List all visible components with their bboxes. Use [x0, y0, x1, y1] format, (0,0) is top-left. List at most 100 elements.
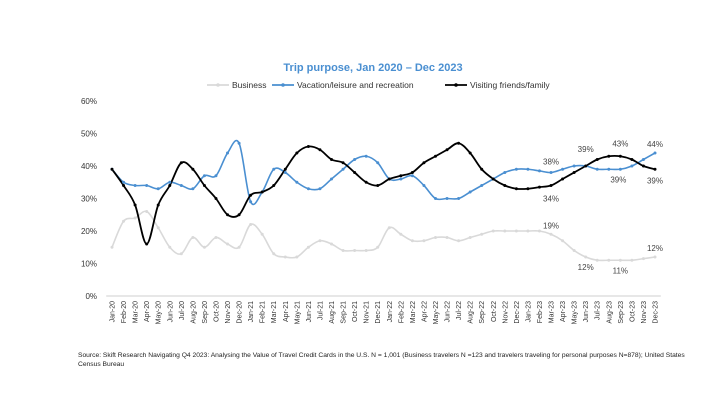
- data-point-vacation-leisure: [595, 167, 599, 171]
- data-point-business: [214, 236, 218, 239]
- data-label-business: 12%: [578, 263, 594, 272]
- data-point-visiting-friends-family: [330, 158, 334, 161]
- legend-marker-business: [216, 83, 220, 87]
- data-point-business: [572, 249, 576, 252]
- data-point-visiting-friends-family: [595, 158, 599, 161]
- data-point-vacation-leisure: [179, 184, 183, 187]
- data-point-business: [549, 232, 553, 236]
- data-label-vacation-leisure: 39%: [610, 175, 626, 184]
- data-label-business: 12%: [647, 244, 663, 253]
- data-point-business: [376, 245, 380, 249]
- data-point-vacation-leisure: [191, 187, 195, 191]
- x-tick-label: May-23: [572, 301, 579, 324]
- data-point-vacation-leisure: [330, 177, 334, 181]
- data-point-vacation-leisure: [283, 171, 287, 174]
- data-point-vacation-leisure: [422, 184, 426, 187]
- x-tick-label: Mar-21: [271, 301, 278, 323]
- data-point-vacation-leisure: [202, 174, 206, 178]
- data-label-vacation-leisure: 44%: [647, 140, 663, 149]
- data-point-vacation-leisure: [168, 180, 172, 184]
- data-point-vacation-leisure: [364, 154, 368, 158]
- data-point-visiting-friends-family: [214, 197, 218, 200]
- data-point-business: [445, 236, 449, 239]
- legend-marker-visiting-friends-family: [454, 83, 458, 87]
- source-note: Source: Skift Research Navigating Q4 202…: [78, 352, 685, 368]
- data-point-visiting-friends-family: [468, 151, 472, 155]
- x-tick-label: Oct-20: [213, 301, 220, 322]
- data-point-visiting-friends-family: [226, 213, 230, 217]
- data-point-visiting-friends-family: [283, 167, 287, 171]
- data-point-business: [410, 239, 414, 243]
- data-point-business: [318, 239, 322, 243]
- data-point-visiting-friends-family: [422, 161, 426, 165]
- data-point-vacation-leisure: [433, 197, 437, 200]
- data-point-visiting-friends-family: [503, 184, 507, 187]
- data-point-business: [595, 258, 599, 262]
- x-tick-label: Jul-20: [179, 301, 186, 320]
- x-tick-label: Feb-22: [398, 301, 405, 323]
- data-point-business: [272, 252, 276, 256]
- y-tick-label: 20%: [81, 227, 97, 236]
- data-point-visiting-friends-family: [584, 164, 588, 168]
- x-tick-label: Nov-20: [225, 301, 232, 324]
- x-tick-label: Apr-20: [144, 301, 151, 322]
- data-point-visiting-friends-family: [306, 145, 310, 148]
- data-point-vacation-leisure: [376, 161, 380, 165]
- data-point-vacation-leisure: [122, 180, 126, 184]
- x-tick-label: Jan-22: [387, 301, 394, 323]
- x-axis-ticks: Jan-20 Feb-20 Mar-20 Apr-20 May-20 Jun-20 Jul-…: [110, 301, 660, 324]
- series-line-visiting-friends-family: [111, 142, 656, 245]
- x-tick-label: Jan-21: [248, 301, 255, 323]
- data-point-business: [110, 245, 114, 249]
- data-point-visiting-friends-family: [364, 180, 368, 184]
- data-point-visiting-friends-family: [295, 151, 299, 155]
- data-point-vacation-leisure: [445, 197, 449, 200]
- series-lines: [111, 139, 656, 262]
- data-point-business: [179, 252, 183, 256]
- data-point-business: [630, 258, 634, 262]
- data-point-visiting-friends-family: [202, 184, 206, 187]
- y-axis-ticks: 0% 10% 20% 30% 40% 50% 60%: [81, 97, 97, 301]
- x-tick-label: Aug-22: [468, 301, 475, 324]
- data-point-visiting-friends-family: [537, 185, 541, 189]
- data-point-business: [457, 239, 461, 243]
- data-point-business: [433, 236, 437, 239]
- data-point-vacation-leisure: [526, 167, 530, 171]
- x-tick-label: Jun-20: [167, 301, 174, 323]
- data-point-business: [387, 226, 391, 230]
- x-tick-label: Jan-20: [110, 301, 117, 323]
- data-point-vacation-leisure: [549, 171, 553, 174]
- x-tick-label: Jun-23: [583, 301, 590, 323]
- data-point-business: [399, 232, 403, 236]
- data-point-business: [480, 232, 484, 236]
- x-tick-label: Apr-21: [283, 301, 290, 322]
- data-point-vacation-leisure: [133, 184, 137, 187]
- data-point-vacation-leisure: [503, 171, 507, 174]
- legend-label-business: Business: [232, 80, 267, 90]
- data-point-business: [353, 249, 357, 252]
- x-tick-label: Apr-23: [560, 301, 567, 322]
- data-point-business: [618, 258, 622, 262]
- y-tick-label: 50%: [81, 130, 97, 139]
- data-point-business: [283, 255, 287, 259]
- data-point-visiting-friends-family: [433, 154, 437, 158]
- data-point-vacation-leisure: [156, 187, 160, 191]
- y-tick-label: 40%: [81, 162, 97, 171]
- x-tick-label: Aug-20: [190, 301, 197, 324]
- data-point-vacation-leisure: [641, 158, 645, 161]
- data-label-visiting-friends-family: 34%: [543, 195, 559, 204]
- data-point-visiting-friends-family: [318, 148, 322, 152]
- data-point-business: [168, 245, 172, 249]
- legend-label-vacation-leisure: Vacation/leisure and recreation: [297, 80, 414, 90]
- data-point-visiting-friends-family: [156, 203, 160, 207]
- data-point-visiting-friends-family: [133, 203, 137, 207]
- x-tick-label: Dec-21: [375, 301, 382, 324]
- x-tick-label: May-21: [294, 301, 301, 324]
- data-point-business: [237, 245, 241, 249]
- data-point-visiting-friends-family: [561, 177, 565, 181]
- x-tick-label: Sep-22: [479, 301, 486, 324]
- data-point-vacation-leisure: [353, 158, 357, 161]
- x-tick-label: Jul-23: [595, 301, 602, 320]
- data-label-visiting-friends-family: 43%: [612, 139, 628, 148]
- data-point-visiting-friends-family: [618, 154, 622, 158]
